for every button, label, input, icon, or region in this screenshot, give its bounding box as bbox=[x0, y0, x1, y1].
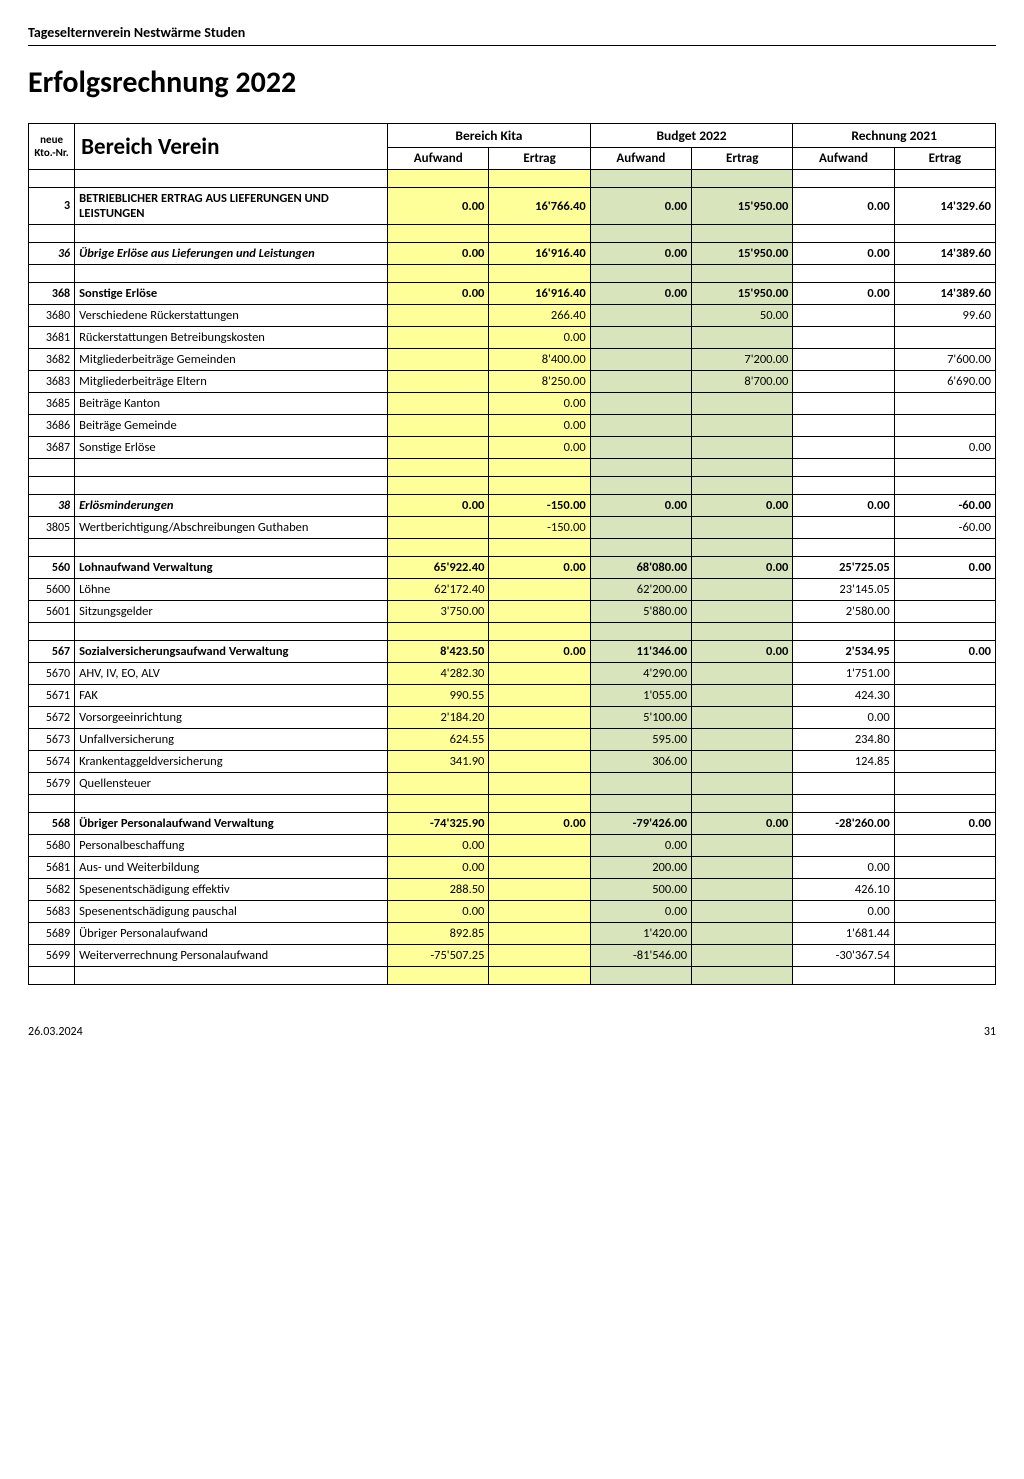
finance-table: neue Kto.-Nr. Bereich Verein Bereich Kit… bbox=[28, 123, 996, 985]
table-row bbox=[29, 967, 996, 985]
table-row: 3685Beiträge Kanton0.00 bbox=[29, 393, 996, 415]
col-ertrag: Ertrag bbox=[692, 148, 793, 170]
table-row: 3686Beiträge Gemeinde0.00 bbox=[29, 415, 996, 437]
table-row: 5670AHV, IV, EO, ALV4'282.304'290.001'75… bbox=[29, 663, 996, 685]
page-footer: 26.03.2024 31 bbox=[28, 1025, 996, 1039]
table-row bbox=[29, 539, 996, 557]
table-row: 5600Löhne62'172.4062'200.0023'145.05 bbox=[29, 579, 996, 601]
table-row bbox=[29, 170, 996, 188]
footer-date: 26.03.2024 bbox=[28, 1025, 83, 1039]
table-row: 5699Weiterverrechnung Personalaufwand-75… bbox=[29, 945, 996, 967]
col-kto: neue Kto.-Nr. bbox=[29, 124, 75, 170]
table-row: 5680Personalbeschaffung0.000.00 bbox=[29, 835, 996, 857]
col-main: Bereich Verein bbox=[75, 124, 388, 170]
col-ertrag: Ertrag bbox=[489, 148, 590, 170]
footer-page: 31 bbox=[984, 1025, 996, 1039]
table-row: 5672Vorsorgeeinrichtung2'184.205'100.000… bbox=[29, 707, 996, 729]
col-aufwand: Aufwand bbox=[793, 148, 894, 170]
table-row bbox=[29, 623, 996, 641]
table-row: 5689Übriger Personalaufwand892.851'420.0… bbox=[29, 923, 996, 945]
col-ertrag: Ertrag bbox=[894, 148, 995, 170]
table-row: 5681Aus- und Weiterbildung0.00200.000.00 bbox=[29, 857, 996, 879]
table-row: 560Lohnaufwand Verwaltung65'922.400.0068… bbox=[29, 557, 996, 579]
table-row: 5601Sitzungsgelder3'750.005'880.002'580.… bbox=[29, 601, 996, 623]
page-title: Erfolgsrechnung 2022 bbox=[28, 64, 996, 101]
table-row: 568Übriger Personalaufwand Verwaltung-74… bbox=[29, 813, 996, 835]
table-row: 3BETRIEBLICHER ERTRAG AUS LIEFERUNGEN UN… bbox=[29, 188, 996, 225]
table-row: 368Sonstige Erlöse0.0016'916.400.0015'95… bbox=[29, 283, 996, 305]
table-row: 5683Spesenentschädigung pauschal0.000.00… bbox=[29, 901, 996, 923]
col-aufwand: Aufwand bbox=[388, 148, 489, 170]
table-row: 3687Sonstige Erlöse0.000.00 bbox=[29, 437, 996, 459]
table-row: 3681Rückerstattungen Betreibungskosten0.… bbox=[29, 327, 996, 349]
table-row bbox=[29, 225, 996, 243]
table-row bbox=[29, 265, 996, 283]
table-row bbox=[29, 477, 996, 495]
table-row: 36Übrige Erlöse aus Lieferungen und Leis… bbox=[29, 243, 996, 265]
table-row: 3680Verschiedene Rückerstattungen266.405… bbox=[29, 305, 996, 327]
table-row: 5679Quellensteuer bbox=[29, 773, 996, 795]
col-group-rechnung: Rechnung 2021 bbox=[793, 124, 996, 148]
table-row: 38Erlösminderungen0.00-150.000.000.000.0… bbox=[29, 495, 996, 517]
col-group-budget: Budget 2022 bbox=[590, 124, 793, 148]
table-row: 5674Krankentaggeldversicherung341.90306.… bbox=[29, 751, 996, 773]
table-row bbox=[29, 795, 996, 813]
divider bbox=[28, 45, 996, 46]
table-row: 5671FAK990.551'055.00424.30 bbox=[29, 685, 996, 707]
table-row: 3683Mitgliederbeiträge Eltern8'250.008'7… bbox=[29, 371, 996, 393]
org-name: Tageselternverein Nestwärme Studen bbox=[28, 24, 996, 41]
table-row: 3805Wertberichtigung/Abschreibungen Guth… bbox=[29, 517, 996, 539]
table-row: 3682Mitgliederbeiträge Gemeinden8'400.00… bbox=[29, 349, 996, 371]
table-row: 567Sozialversicherungsaufwand Verwaltung… bbox=[29, 641, 996, 663]
col-group-kita: Bereich Kita bbox=[388, 124, 591, 148]
table-row: 5682Spesenentschädigung effektiv288.5050… bbox=[29, 879, 996, 901]
table-row bbox=[29, 459, 996, 477]
col-aufwand: Aufwand bbox=[590, 148, 691, 170]
table-row: 5673Unfallversicherung624.55595.00234.80 bbox=[29, 729, 996, 751]
